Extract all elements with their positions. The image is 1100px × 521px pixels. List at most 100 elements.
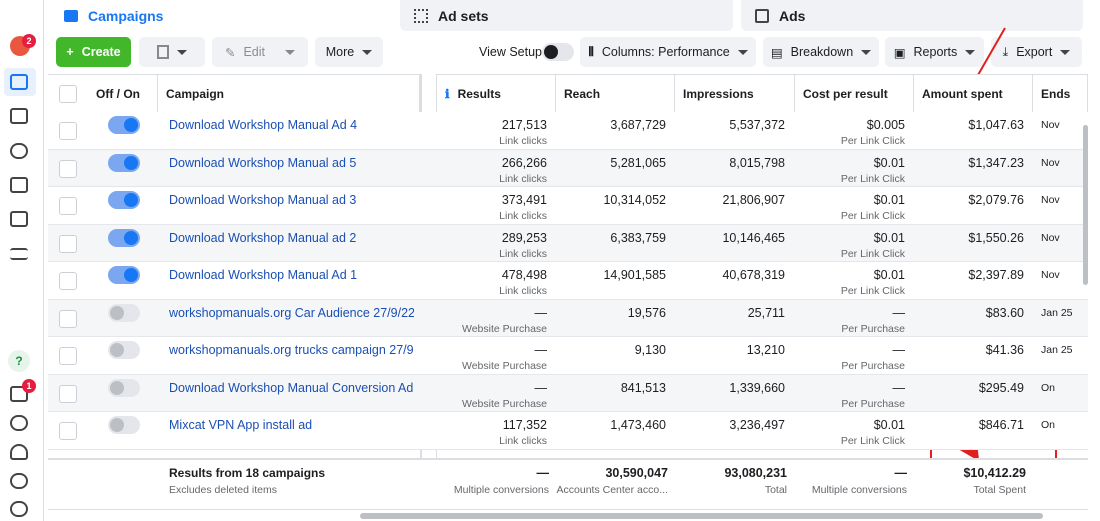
duplicate-button[interactable] (139, 37, 205, 67)
campaign-name[interactable]: workshopmanuals.org Car Audience 27/9/22 (169, 305, 414, 320)
table-row (48, 262, 1088, 300)
status-toggle[interactable] (108, 378, 140, 397)
metric-value: $2,397.89 (968, 268, 1024, 282)
metric-note: Link clicks (499, 247, 547, 260)
campaign-name[interactable]: workshopmanuals.org trucks campaign 27/9… (169, 343, 414, 357)
row-checkbox[interactable] (59, 422, 77, 440)
notification-badge: 2 (22, 34, 36, 48)
metric-note: Website Purchase (461, 360, 547, 372)
end-date: Nov (1041, 119, 1060, 131)
columns-button[interactable]: ⦀ Columns: Performance (580, 37, 756, 67)
column-header[interactable]: Amount spent (914, 75, 1033, 112)
metric-value: 5,281,065 (610, 155, 666, 170)
row-checkbox[interactable] (59, 272, 77, 290)
breakdown-button[interactable]: ▤ Breakdown (763, 37, 879, 67)
header-label: Amount spent (922, 86, 1003, 101)
campaign-name[interactable]: Download Workshop Manual Ad 1 (169, 268, 358, 282)
row-checkbox[interactable] (59, 197, 77, 215)
metric-value: 8,015,798 (729, 155, 785, 170)
nav-icon[interactable] (10, 74, 28, 90)
status-toggle[interactable] (108, 341, 140, 359)
campaign-name[interactable]: Download Workshop Manual ad 2 (169, 230, 357, 245)
metric-value: 3,687,729 (610, 118, 666, 132)
tab[interactable]: Campaigns (50, 0, 394, 31)
view-setup-toggle[interactable] (542, 43, 574, 61)
metric-value: $0.01 (873, 193, 905, 207)
row-checkbox[interactable] (59, 122, 77, 140)
row-checkbox[interactable] (59, 159, 77, 178)
footer-title: Results from 18 campaigns (169, 466, 326, 480)
status-toggle[interactable] (108, 416, 140, 434)
help-icon[interactable]: ? (8, 350, 30, 372)
end-date: Nov (1041, 269, 1060, 281)
footer-value-note: Total Spent (973, 484, 1026, 496)
nav-icon[interactable] (10, 501, 28, 517)
metric-value: $83.60 (985, 305, 1024, 320)
status-toggle[interactable] (108, 116, 140, 134)
nav-icon[interactable] (10, 248, 28, 260)
campaign-name[interactable]: Download Workshop Manual Ad 4 (169, 118, 358, 132)
metric-note: Per Link Click (840, 435, 905, 447)
metric-note: Per Link Click (840, 210, 905, 222)
metric-value: 25,711 (747, 305, 785, 320)
metric-value: $1,047.63 (968, 118, 1024, 132)
row-checkbox[interactable] (59, 309, 77, 328)
nav-icon[interactable] (10, 211, 28, 227)
table-row (48, 412, 1088, 450)
metric-note: Link clicks (499, 285, 547, 297)
status-toggle[interactable] (108, 303, 140, 322)
vertical-scrollbar[interactable] (1083, 125, 1088, 285)
metric-value: 19,576 (627, 305, 666, 320)
status-toggle[interactable] (108, 228, 140, 247)
more-button[interactable]: More (315, 37, 383, 67)
header-label: Ends (1041, 86, 1071, 101)
select-all-checkbox[interactable] (59, 85, 77, 103)
campaign-name[interactable]: Download Workshop Manual ad 5 (169, 155, 357, 170)
tab-label: Ad sets (438, 7, 489, 24)
row-checkbox[interactable] (59, 384, 77, 403)
metric-note: Website Purchase (461, 397, 547, 410)
header-label: Impressions (683, 86, 754, 101)
column-header[interactable]: Impressions (675, 75, 795, 112)
tab[interactable]: Ad sets (400, 0, 733, 31)
column-header[interactable]: Ends (1033, 75, 1088, 112)
row-checkbox[interactable] (59, 234, 77, 253)
row-checkbox[interactable] (59, 347, 77, 365)
metric-note: Per Purchase (841, 322, 905, 335)
status-toggle[interactable] (108, 191, 140, 209)
metric-value: 21,806,907 (722, 193, 785, 207)
nav-icon[interactable] (10, 415, 28, 431)
campaign-name[interactable]: Download Workshop Manual Conversion Ad (169, 380, 414, 395)
export-button[interactable]: ⤓ Export (991, 37, 1082, 67)
metric-value: — (534, 380, 548, 395)
metric-value: 1,339,660 (729, 380, 785, 395)
horizontal-scrollbar[interactable] (360, 513, 1043, 519)
column-header[interactable]: ℹ Results (437, 75, 556, 112)
column-header[interactable]: Reach (556, 75, 675, 112)
nav-icon[interactable] (10, 473, 28, 489)
campaign-name[interactable]: Download Workshop Manual ad 3 (169, 193, 357, 207)
campaign-name[interactable]: Mixcat VPN App install ad (169, 418, 313, 432)
nav-icon[interactable] (10, 143, 28, 159)
column-header[interactable]: Cost per result (795, 75, 914, 112)
metric-note: Link clicks (499, 135, 547, 147)
end-date: On (1041, 419, 1056, 431)
nav-icon[interactable] (10, 108, 28, 124)
header-label: Cost per result (803, 86, 888, 101)
active-nav[interactable] (4, 68, 36, 96)
status-toggle[interactable] (108, 153, 140, 172)
header-label: Campaign (166, 86, 225, 101)
nav-icon[interactable] (10, 177, 28, 193)
nav-icon[interactable] (10, 386, 28, 402)
footer-value: — (894, 466, 908, 480)
status-toggle[interactable] (108, 266, 140, 284)
nav-icon[interactable] (10, 444, 28, 460)
metric-value: 266,266 (501, 155, 547, 170)
tab[interactable]: Ads (741, 0, 1083, 31)
metric-value: $0.01 (873, 230, 905, 245)
metric-value: $1,347.23 (968, 155, 1024, 170)
edit-button[interactable]: ✎ Edit (212, 37, 308, 67)
create-button[interactable]: + Create (56, 37, 131, 67)
column-header[interactable]: Campaign (158, 75, 420, 112)
column-header[interactable]: Off / On (88, 75, 158, 112)
